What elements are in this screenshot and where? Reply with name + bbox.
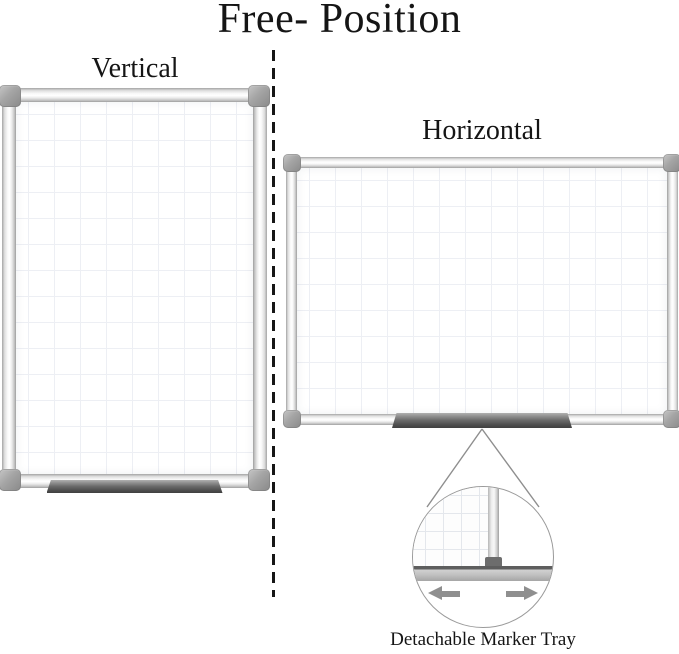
detail-board-frame <box>488 487 499 567</box>
marker-tray <box>392 413 572 428</box>
board-frame-left <box>286 157 297 425</box>
corner-cap-top-right <box>663 154 679 172</box>
corner-cap-top-left <box>0 85 21 107</box>
horizontal-label: Horizontal <box>422 115 542 146</box>
detail-caption: Detachable Marker Tray <box>390 629 576 650</box>
arrow-right-icon <box>506 586 538 601</box>
corner-cap-bottom-right <box>248 469 270 491</box>
board-frame-right <box>253 88 267 488</box>
detail-frame-joint <box>485 557 502 568</box>
detail-grid-surface <box>413 487 489 567</box>
corner-cap-top-right <box>248 85 270 107</box>
board-frame-left <box>2 88 16 488</box>
arrow-right-head <box>524 586 538 600</box>
arrow-left-shaft <box>441 591 460 597</box>
whiteboard-horizontal <box>283 154 679 428</box>
whiteboard-vertical <box>0 85 270 493</box>
corner-cap-top-left <box>283 154 301 172</box>
vertical-label: Vertical <box>91 53 179 84</box>
board-frame-top <box>2 88 267 102</box>
arrow-left-head <box>428 586 442 600</box>
arrow-right-shaft <box>506 591 525 597</box>
corner-cap-bottom-left <box>0 469 21 491</box>
page-title: Free- Position <box>217 0 462 42</box>
arrow-left-icon <box>428 586 460 601</box>
whiteboard-grid-surface <box>296 167 668 415</box>
magnifier-circle <box>412 486 554 628</box>
whiteboard-grid-surface <box>15 101 254 475</box>
corner-cap-bottom-left <box>283 410 301 428</box>
board-frame-right <box>667 157 678 425</box>
corner-cap-bottom-right <box>663 410 679 428</box>
detail-marker-tray <box>413 566 553 581</box>
dashed-divider <box>272 50 275 597</box>
marker-tray <box>46 480 223 493</box>
board-frame-top <box>286 157 678 168</box>
